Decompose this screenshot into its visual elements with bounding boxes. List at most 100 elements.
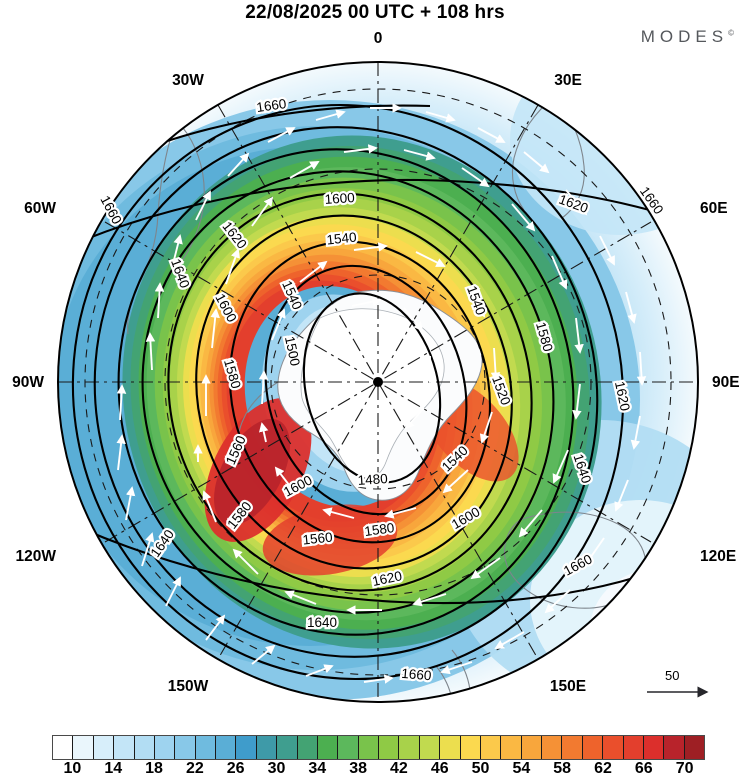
colorbar-swatch — [379, 736, 400, 759]
colorbar-swatch — [664, 736, 685, 759]
colorbar-tick: 62 — [594, 760, 612, 777]
colorbar-tick: 58 — [553, 760, 572, 777]
colorbar-swatch — [358, 736, 379, 759]
longitude-label-150w: 150W — [168, 678, 209, 695]
svg-text:1660: 1660 — [255, 96, 287, 115]
longitude-label-120w: 120W — [16, 548, 57, 565]
wind-scale-value: 50 — [665, 668, 680, 683]
colorbar-tick: 66 — [634, 760, 653, 777]
longitude-label-group: 0 30E 60E 90E 120E 150E 180 150W 120W 90W 60W 30W — [12, 30, 739, 720]
colorbar-tick: 26 — [226, 760, 245, 777]
colorbar-tick: 50 — [471, 760, 490, 777]
colorbar-swatch — [582, 736, 604, 759]
colorbar-swatch — [623, 736, 644, 759]
svg-text:1540: 1540 — [326, 229, 357, 247]
colorbar-swatch — [542, 736, 563, 759]
longitude-label-0: 0 — [374, 30, 383, 47]
map-content — [58, 62, 698, 702]
colorbar-tick: 46 — [430, 760, 449, 777]
colorbar-swatch — [317, 736, 339, 759]
colorbar-tick: 10 — [63, 760, 82, 777]
colorbar-tick: 22 — [185, 760, 204, 777]
colorbar-swatch — [562, 736, 583, 759]
colorbar-tick: 18 — [145, 760, 163, 777]
page-title: 22/08/2025 00 UTC + 108 hrs — [245, 2, 505, 23]
logo-text: MODES — [640, 27, 729, 46]
colorbar-swatch — [73, 736, 94, 759]
colorbar-swatch — [216, 736, 237, 759]
svg-text:1620: 1620 — [612, 380, 633, 413]
svg-text:1560: 1560 — [302, 529, 333, 547]
svg-text:1660: 1660 — [255, 96, 287, 115]
colorbar-tick-labels: 10 14 18 22 26 30 34 38 42 46 50 54 58 62 66 70 — [52, 760, 705, 782]
svg-text:1480: 1480 — [357, 471, 388, 488]
colorbar-swatch — [256, 736, 278, 759]
colorbar-swatch — [643, 736, 665, 759]
colorbar-swatch — [338, 736, 359, 759]
longitude-label-120e: 120E — [700, 548, 736, 565]
wind-scale-arrow-svg — [647, 686, 709, 698]
globe-outline — [57, 61, 699, 703]
longitude-label-60e: 60E — [700, 200, 728, 217]
svg-text:1640: 1640 — [307, 615, 337, 630]
colorbar-swatch — [53, 736, 74, 759]
colorbar-swatch — [603, 736, 624, 759]
copyright-mark: © — [728, 28, 734, 38]
colorbar-swatch — [480, 736, 502, 759]
colorbar-swatch — [93, 736, 115, 759]
svg-text:1580: 1580 — [363, 520, 395, 539]
svg-text:1600: 1600 — [324, 190, 355, 207]
colorbar-swatch — [175, 736, 196, 759]
colorbar-swatch — [114, 736, 135, 759]
south-pole-marker — [373, 377, 383, 387]
svg-text:1560: 1560 — [302, 529, 333, 547]
svg-text:1660: 1660 — [401, 666, 432, 684]
longitude-label-30w: 30W — [172, 72, 204, 89]
longitude-label-90e: 90E — [712, 374, 740, 391]
svg-text:1540: 1540 — [326, 229, 357, 247]
svg-text:1580: 1580 — [363, 520, 395, 539]
svg-text:1600: 1600 — [324, 190, 355, 207]
longitude-label-60w: 60W — [24, 200, 56, 217]
map-svg: 1660166016601660166016601660166016601660… — [12, 30, 739, 720]
svg-text:1620: 1620 — [371, 568, 404, 589]
modes-logo: MODES© — [641, 27, 734, 47]
longitude-label-150e: 150E — [550, 678, 586, 695]
colorbar-tick: 42 — [390, 760, 408, 777]
colorbar-swatch — [236, 736, 257, 759]
colorbar-swatch — [419, 736, 441, 759]
longitude-label-90w: 90W — [12, 374, 44, 391]
polar-map: 1660 1660 1660 1660 1660 1660 1660 1660 1660 1660… — [12, 30, 739, 720]
longitude-label-180: 180 — [365, 718, 391, 720]
colorbar-swatch — [521, 736, 542, 759]
colorbar-tick: 14 — [104, 760, 123, 777]
svg-text:1660: 1660 — [401, 666, 432, 684]
colorbar-tick: 38 — [349, 760, 367, 777]
colorbar-swatch — [684, 736, 704, 759]
colorbar-swatch — [195, 736, 216, 759]
colorbar-swatch — [134, 736, 155, 759]
wind-vectors — [116, 103, 647, 684]
colorbar-swatch — [154, 736, 176, 759]
colorbar-swatch — [277, 736, 298, 759]
colorbar-tick: 70 — [675, 760, 694, 777]
colorbar — [52, 735, 705, 760]
colorbar-swatch — [460, 736, 481, 759]
colorbar-swatch — [440, 736, 461, 759]
longitude-label-30e: 30E — [554, 72, 582, 89]
wind-scale-legend: 50 — [645, 668, 725, 712]
svg-text:1480: 1480 — [357, 471, 388, 488]
colorbar-swatch — [297, 736, 318, 759]
colorbar-tick: 54 — [512, 760, 531, 777]
colorbar-tick: 34 — [308, 760, 327, 777]
svg-text:1500: 1500 — [282, 335, 303, 368]
